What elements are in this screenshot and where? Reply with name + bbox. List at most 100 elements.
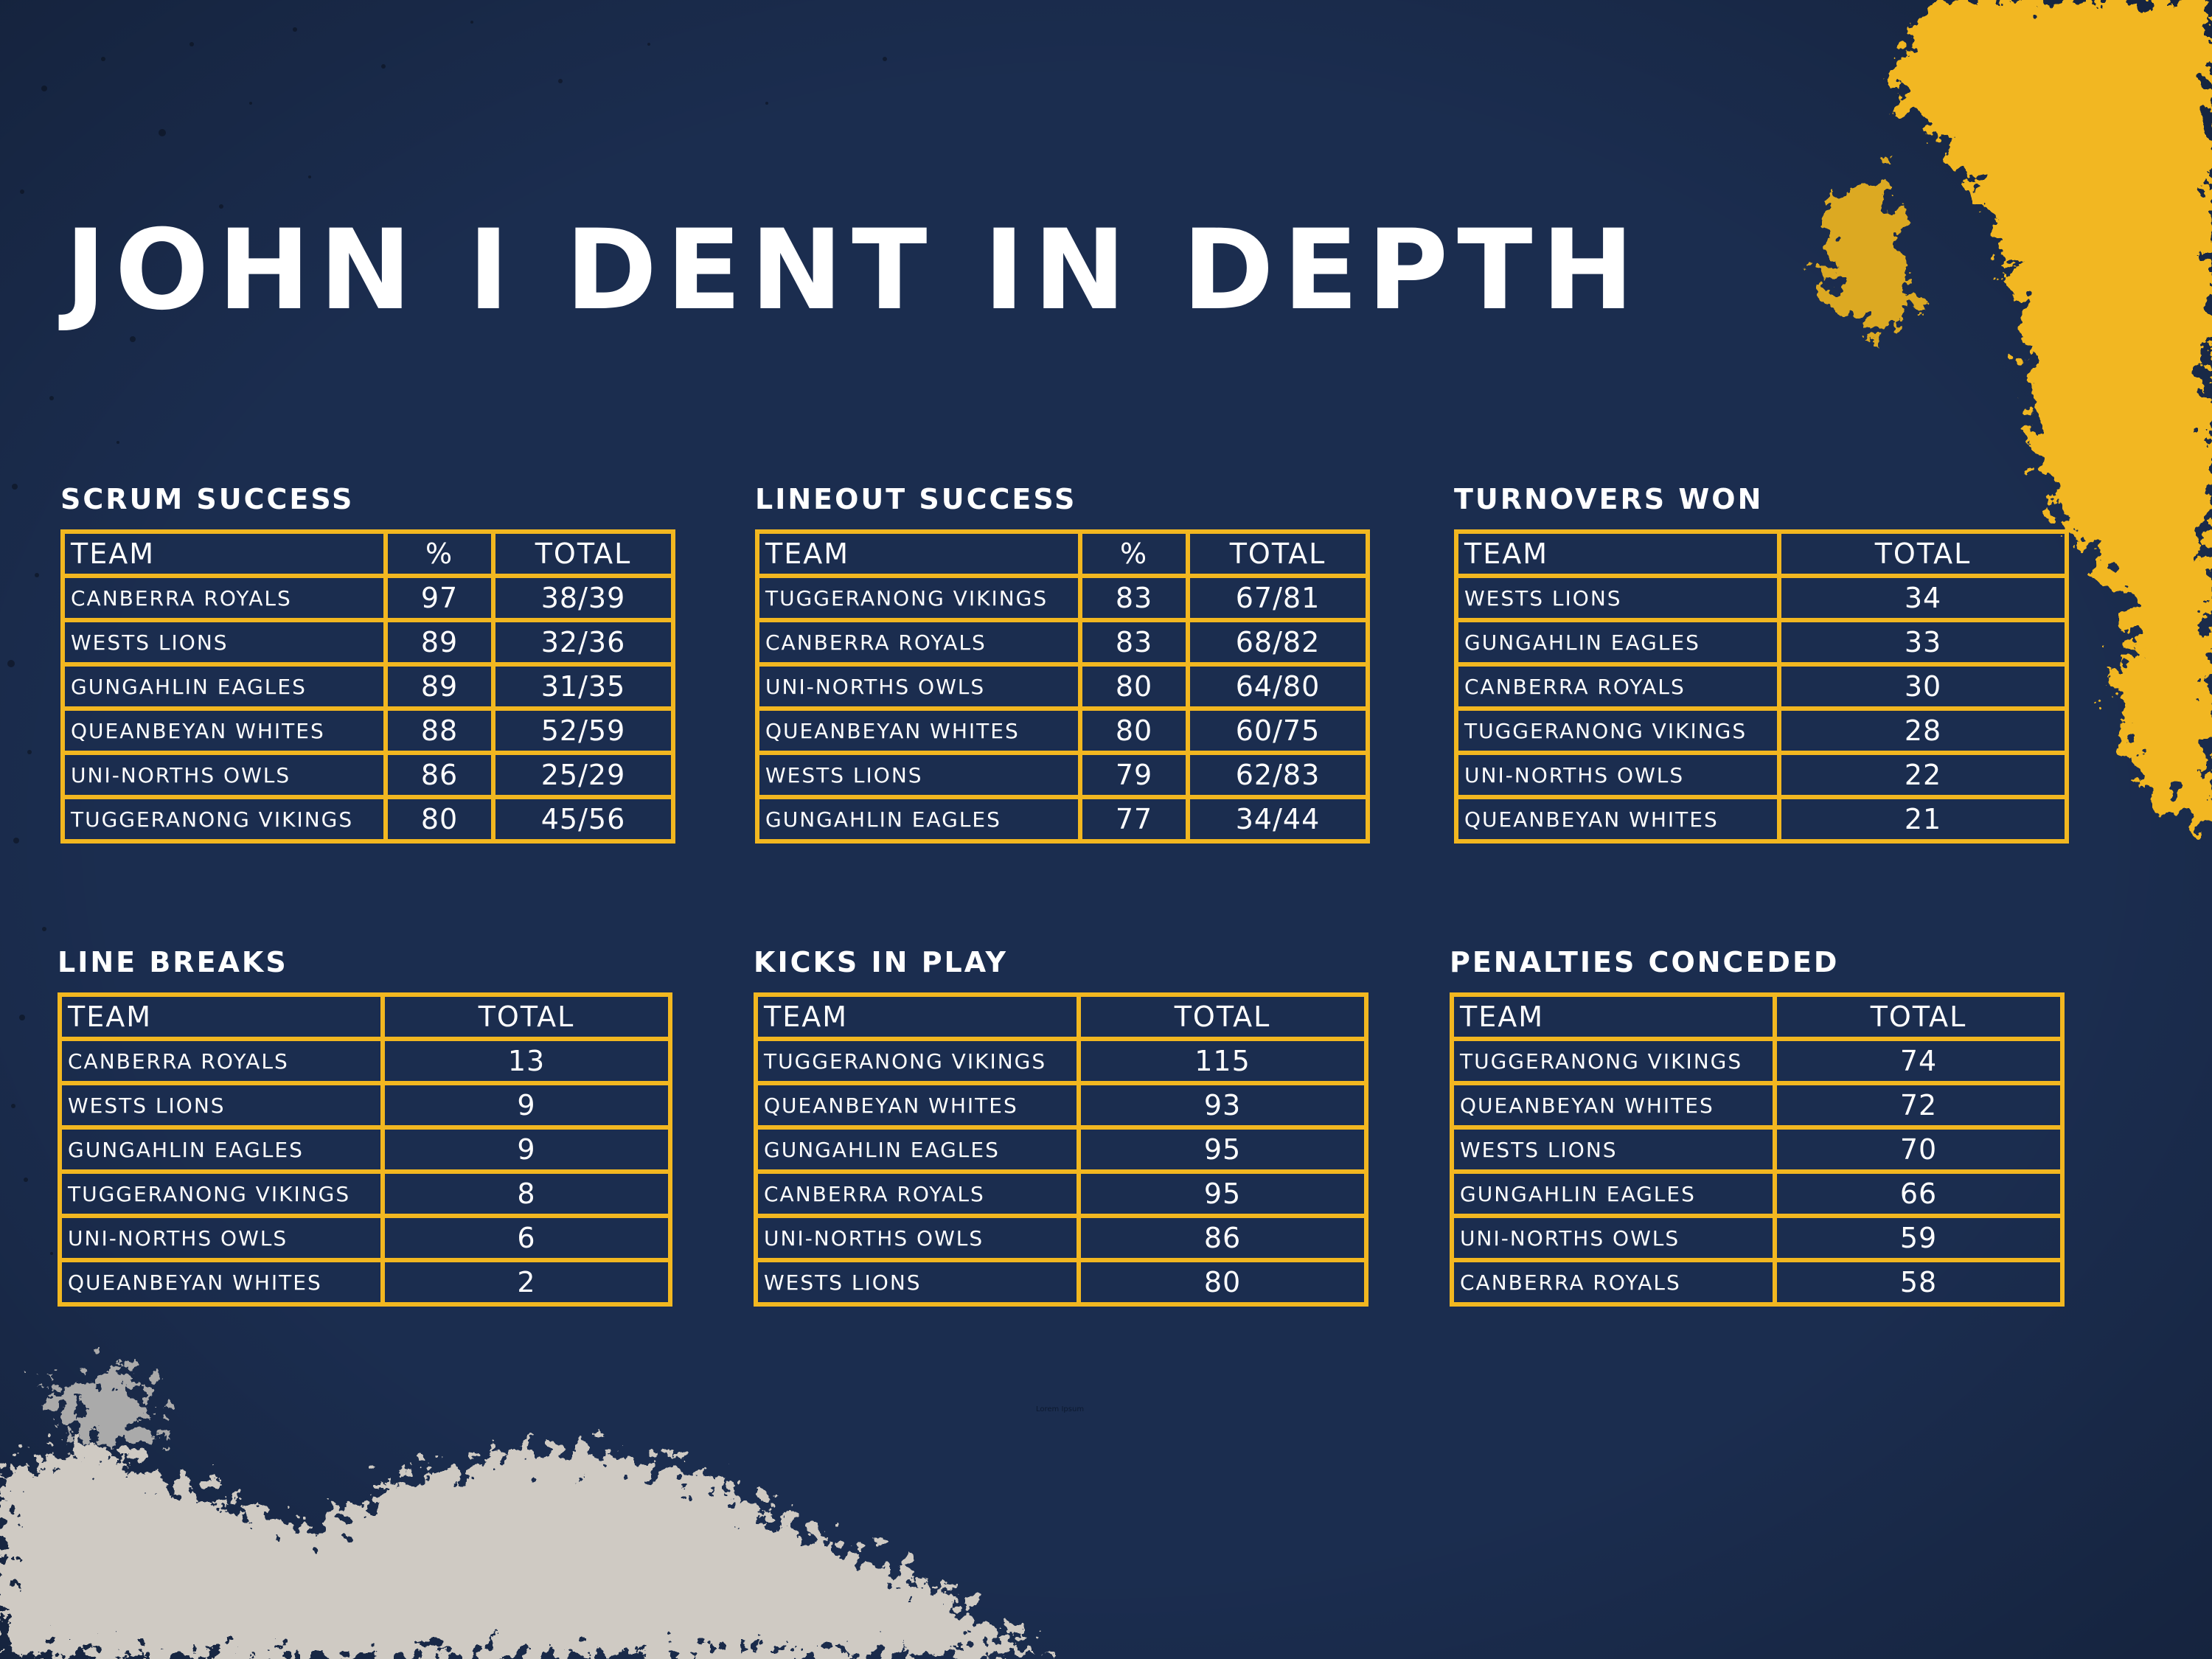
turnovers-won-title: TURNOVERS WON bbox=[1454, 483, 1764, 515]
header-team: TEAM bbox=[1450, 992, 1777, 1041]
total-cell: 52/59 bbox=[491, 706, 675, 755]
team-cell: TUGGERANONG VIKINGS bbox=[1450, 1037, 1777, 1085]
team-cell: QUEANBEYAN WHITES bbox=[1450, 1081, 1777, 1130]
team-cell: TUGGERANONG VIKINGS bbox=[1454, 706, 1781, 755]
grey-paint-splash bbox=[0, 1371, 1047, 1659]
table-header-row: TEAM % TOTAL bbox=[755, 529, 1370, 578]
total-cell: 21 bbox=[1777, 795, 2069, 844]
total-cell: 32/36 bbox=[491, 618, 675, 667]
team-cell: UNI-NORTHS OWLS bbox=[1450, 1214, 1777, 1262]
team-cell: WESTS LIONS bbox=[755, 751, 1082, 799]
team-cell: WESTS LIONS bbox=[1450, 1125, 1777, 1174]
table-row: QUEANBEYAN WHITES 21 bbox=[1454, 795, 2069, 844]
team-cell: GUNGAHLIN EAGLES bbox=[1450, 1169, 1777, 1218]
table-header-row: TEAM TOTAL bbox=[58, 992, 672, 1041]
total-cell: 86 bbox=[1077, 1214, 1368, 1262]
turnovers-won-table: TEAM TOTAL WESTS LIONS 34 GUNGAHLIN EAGL… bbox=[1454, 529, 2069, 844]
team-cell: WESTS LIONS bbox=[58, 1081, 385, 1130]
table-row: GUNGAHLIN EAGLES 33 bbox=[1454, 618, 2069, 667]
total-cell: 31/35 bbox=[491, 662, 675, 711]
table-row: GUNGAHLIN EAGLES 77 34/44 bbox=[755, 795, 1370, 844]
table-row: CANBERRA ROYALS 30 bbox=[1454, 662, 2069, 711]
table-row: GUNGAHLIN EAGLES 9 bbox=[58, 1125, 672, 1174]
table-row: WESTS LIONS 89 32/36 bbox=[60, 618, 675, 667]
team-cell: CANBERRA ROYALS bbox=[755, 618, 1082, 667]
kicks-in-play-title: KICKS IN PLAY bbox=[754, 946, 1009, 978]
team-cell: TUGGERANONG VIKINGS bbox=[58, 1169, 385, 1218]
team-cell: CANBERRA ROYALS bbox=[58, 1037, 385, 1085]
team-cell: UNI-NORTHS OWLS bbox=[755, 662, 1082, 711]
percent-cell: 88 bbox=[383, 706, 495, 755]
header-total: TOTAL bbox=[1777, 529, 2069, 578]
table-header-row: TEAM TOTAL bbox=[754, 992, 1368, 1041]
table-header-row: TEAM TOTAL bbox=[1450, 992, 2065, 1041]
table-header-row: TEAM % TOTAL bbox=[60, 529, 675, 578]
total-cell: 6 bbox=[380, 1214, 672, 1262]
table-row: WESTS LIONS 9 bbox=[58, 1081, 672, 1130]
header-total: TOTAL bbox=[380, 992, 672, 1041]
table-row: UNI-NORTHS OWLS 86 bbox=[754, 1214, 1368, 1262]
team-cell: GUNGAHLIN EAGLES bbox=[58, 1125, 385, 1174]
table-row: TUGGERANONG VIKINGS 74 bbox=[1450, 1037, 2065, 1085]
header-team: TEAM bbox=[60, 529, 388, 578]
team-cell: TUGGERANONG VIKINGS bbox=[755, 574, 1082, 622]
team-cell: GUNGAHLIN EAGLES bbox=[754, 1125, 1081, 1174]
total-cell: 59 bbox=[1773, 1214, 2065, 1262]
team-cell: UNI-NORTHS OWLS bbox=[58, 1214, 385, 1262]
penalties-conceded-block: PENALTIES CONCEDED TEAM TOTAL TUGGERANON… bbox=[1450, 948, 2065, 1307]
total-cell: 2 bbox=[380, 1258, 672, 1307]
total-cell: 8 bbox=[380, 1169, 672, 1218]
page-title: JOHN I DENT IN DEPTH bbox=[65, 206, 1644, 335]
header-percent: % bbox=[1078, 529, 1190, 578]
header-team: TEAM bbox=[1454, 529, 1781, 578]
penalties-conceded-title: PENALTIES CONCEDED bbox=[1450, 946, 1840, 978]
total-cell: 115 bbox=[1077, 1037, 1368, 1085]
table-row: UNI-NORTHS OWLS 6 bbox=[58, 1214, 672, 1262]
kicks-in-play-table: TEAM TOTAL TUGGERANONG VIKINGS 115 QUEAN… bbox=[754, 992, 1368, 1307]
total-cell: 67/81 bbox=[1186, 574, 1370, 622]
table-row: WESTS LIONS 34 bbox=[1454, 574, 2069, 622]
team-cell: GUNGAHLIN EAGLES bbox=[60, 662, 388, 711]
total-cell: 64/80 bbox=[1186, 662, 1370, 711]
table-row: GUNGAHLIN EAGLES 95 bbox=[754, 1125, 1368, 1174]
team-cell: QUEANBEYAN WHITES bbox=[1454, 795, 1781, 844]
total-cell: 9 bbox=[380, 1125, 672, 1174]
total-cell: 72 bbox=[1773, 1081, 2065, 1130]
scrum-success-table: TEAM % TOTAL CANBERRA ROYALS 97 38/39 WE… bbox=[60, 529, 675, 844]
team-cell: UNI-NORTHS OWLS bbox=[754, 1214, 1081, 1262]
team-cell: QUEANBEYAN WHITES bbox=[60, 706, 388, 755]
table-row: QUEANBEYAN WHITES 80 60/75 bbox=[755, 706, 1370, 755]
total-cell: 70 bbox=[1773, 1125, 2065, 1174]
total-cell: 74 bbox=[1773, 1037, 2065, 1085]
total-cell: 30 bbox=[1777, 662, 2069, 711]
table-row: CANBERRA ROYALS 97 38/39 bbox=[60, 574, 675, 622]
team-cell: GUNGAHLIN EAGLES bbox=[755, 795, 1082, 844]
header-percent: % bbox=[383, 529, 495, 578]
team-cell: TUGGERANONG VIKINGS bbox=[754, 1037, 1081, 1085]
team-cell: GUNGAHLIN EAGLES bbox=[1454, 618, 1781, 667]
turnovers-won-block: TURNOVERS WON TEAM TOTAL WESTS LIONS 34 … bbox=[1454, 485, 2069, 844]
team-cell: CANBERRA ROYALS bbox=[754, 1169, 1081, 1218]
percent-cell: 80 bbox=[1078, 706, 1190, 755]
kicks-in-play-block: KICKS IN PLAY TEAM TOTAL TUGGERANONG VIK… bbox=[754, 948, 1368, 1307]
team-cell: WESTS LIONS bbox=[60, 618, 388, 667]
footnote: Lorem Ipsum bbox=[1036, 1405, 1085, 1413]
percent-cell: 80 bbox=[1078, 662, 1190, 711]
total-cell: 25/29 bbox=[491, 751, 675, 799]
header-total: TOTAL bbox=[1186, 529, 1370, 578]
table-row: QUEANBEYAN WHITES 88 52/59 bbox=[60, 706, 675, 755]
table-row: TUGGERANONG VIKINGS 8 bbox=[58, 1169, 672, 1218]
table-row: TUGGERANONG VIKINGS 28 bbox=[1454, 706, 2069, 755]
percent-cell: 83 bbox=[1078, 574, 1190, 622]
table-row: CANBERRA ROYALS 13 bbox=[58, 1037, 672, 1085]
table-row: UNI-NORTHS OWLS 59 bbox=[1450, 1214, 2065, 1262]
header-team: TEAM bbox=[754, 992, 1081, 1041]
table-row: QUEANBEYAN WHITES 72 bbox=[1450, 1081, 2065, 1130]
team-cell: CANBERRA ROYALS bbox=[1454, 662, 1781, 711]
team-cell: CANBERRA ROYALS bbox=[60, 574, 388, 622]
table-row: WESTS LIONS 79 62/83 bbox=[755, 751, 1370, 799]
total-cell: 80 bbox=[1077, 1258, 1368, 1307]
header-total: TOTAL bbox=[1773, 992, 2065, 1041]
table-row: QUEANBEYAN WHITES 2 bbox=[58, 1258, 672, 1307]
total-cell: 9 bbox=[380, 1081, 672, 1130]
